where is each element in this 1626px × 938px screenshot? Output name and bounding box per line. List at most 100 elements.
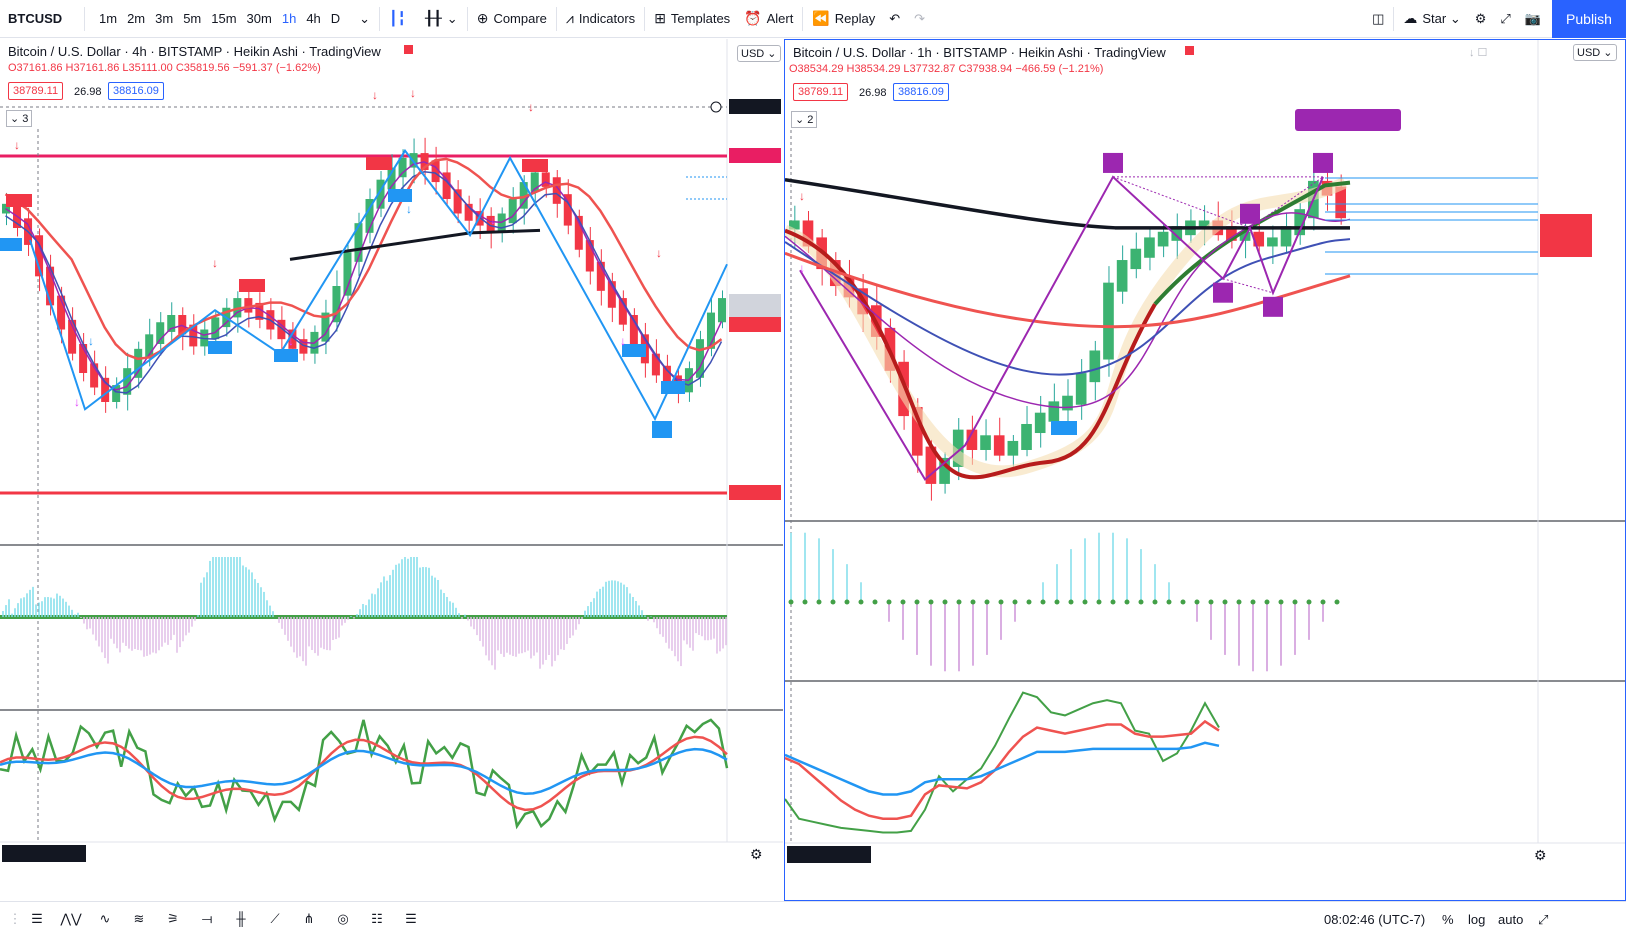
buy-arrow-icon: ↓ xyxy=(88,334,94,348)
percent-toggle[interactable]: % xyxy=(1442,912,1454,927)
buy-price-badge[interactable]: 38816.09 xyxy=(893,83,949,101)
indicators-label: Indicators xyxy=(578,11,636,26)
interval-2m[interactable]: 2m xyxy=(127,11,146,26)
parallel-channel-icon[interactable]: ☰ xyxy=(405,911,417,926)
waves-icon[interactable]: ≋ xyxy=(133,911,145,926)
sell-arrow-icon: ↓ xyxy=(372,88,378,102)
fullscreen-button[interactable]: ⤢ xyxy=(1493,0,1517,38)
pane-controls[interactable]: ↓ ☐ xyxy=(1469,47,1488,59)
interval-1h[interactable]: 1h xyxy=(281,11,297,26)
currency-button[interactable]: USD ⌄ xyxy=(737,45,781,62)
osc-dot xyxy=(942,599,948,605)
interval-3m[interactable]: 3m xyxy=(155,11,174,26)
candle-body xyxy=(1089,350,1101,383)
right-chart-pane[interactable]: ↓ ↓ ⚙ Bitcoin / U.S. Dollar · 1h · BITSTAM… xyxy=(784,39,1626,901)
chart-type-button[interactable]: ┃╏ xyxy=(382,0,418,38)
layout-name-button[interactable]: ☁ Star ⌄ xyxy=(1403,10,1461,26)
left-chart-pane[interactable]: ↓ ↓ ↓ ↓ ↓ ↓ ↓ ↓ ↓ ↓ ↓ ↓ ⚙ Bitcoin / U.S. Dollar · 4h… xyxy=(0,39,783,901)
undo-button[interactable]: ↶ xyxy=(882,0,907,38)
candle-body xyxy=(112,385,121,402)
currency-button[interactable]: USD ⌄ xyxy=(1573,44,1617,61)
interval-30m[interactable]: 30m xyxy=(246,11,272,26)
collapse-indicators-button[interactable]: ⌄ 3 xyxy=(6,110,33,127)
flag-icon[interactable] xyxy=(404,45,413,54)
sell-price-badge[interactable]: 38789.11 xyxy=(793,83,849,101)
candle-body xyxy=(354,223,363,262)
osc-dot xyxy=(1152,599,1158,605)
candle-body xyxy=(453,189,462,214)
close-value: C35819.56 xyxy=(175,62,230,74)
log-toggle[interactable]: log xyxy=(1468,912,1486,927)
fib-fan-icon[interactable]: ⚞ xyxy=(167,911,179,926)
candle-body xyxy=(1280,226,1292,247)
high-value: H38534.29 xyxy=(846,63,901,75)
publish-button[interactable]: Publish xyxy=(1552,0,1626,38)
buy-price-badge[interactable]: 38816.09 xyxy=(108,82,164,100)
interval-15m[interactable]: 15m xyxy=(211,11,237,26)
osc-dot xyxy=(1264,599,1270,605)
spread-value: 26.98 xyxy=(74,86,102,98)
templates-button[interactable]: ⊞ Templates xyxy=(647,0,737,38)
trend-line-icon[interactable]: ⟋ xyxy=(270,911,280,926)
candle-body xyxy=(952,429,964,467)
sell-arrow-icon: ↓ xyxy=(410,86,416,100)
compare-button[interactable]: ⊕ Compare xyxy=(470,0,554,38)
horizontal-ray-icon[interactable]: ⟞ xyxy=(201,911,213,926)
candle-body xyxy=(497,213,506,233)
layout-button[interactable]: ◫ xyxy=(1365,0,1391,38)
candle-body xyxy=(1335,186,1346,219)
sell-price-badge[interactable]: 38789.11 xyxy=(8,82,64,100)
candle-body xyxy=(695,339,704,378)
indicators-button[interactable]: ⩘ Indicators xyxy=(559,0,642,38)
interval-D[interactable]: D xyxy=(330,11,341,26)
interval-5m[interactable]: 5m xyxy=(183,11,202,26)
elliott-wave-icon[interactable]: ∿ xyxy=(99,911,111,926)
candle-body xyxy=(1103,282,1114,360)
flag-icon[interactable] xyxy=(1185,46,1194,55)
interval-4h[interactable]: 4h xyxy=(306,11,321,26)
candle-body xyxy=(255,302,264,320)
redo-button[interactable]: ↷ xyxy=(907,0,932,38)
candle-body xyxy=(939,457,950,484)
fib-retracement-icon[interactable]: ☷ xyxy=(371,911,383,926)
symbol-search[interactable]: BTCUSD xyxy=(8,11,63,26)
close-value: C37938.94 xyxy=(958,63,1013,75)
collapse-indicators-button[interactable]: ⌄ 2 xyxy=(791,111,818,128)
osc-dot xyxy=(998,599,1004,605)
drag-handle-icon[interactable]: ⋮ xyxy=(8,911,22,926)
auto-toggle[interactable]: auto xyxy=(1498,912,1524,927)
candle-body xyxy=(189,324,198,347)
menu-lines-icon[interactable]: ☰ xyxy=(31,911,43,926)
ema-purple-line xyxy=(5,161,723,391)
left-chart-canvas[interactable]: ↓ ↓ ↓ ↓ ↓ ↓ ↓ ↓ ↓ ↓ ↓ ↓ ⚙ xyxy=(0,39,783,901)
candle-body xyxy=(321,312,330,342)
pattern-point-bg xyxy=(1103,152,1123,173)
pattern-point-bg xyxy=(1213,282,1233,303)
right-chart-canvas[interactable]: ↓ ↓ ⚙ xyxy=(785,40,1626,901)
currency-label: USD xyxy=(741,48,765,60)
pattern-xabcd-icon[interactable]: ⋀⋁ xyxy=(60,911,82,926)
clock-readout[interactable]: 08:02:46 (UTC-7) xyxy=(1324,912,1426,927)
long-position-icon[interactable]: ╫ xyxy=(236,911,246,926)
fullscreen-icon[interactable]: ⤢ xyxy=(1538,912,1549,927)
fib-circle-icon[interactable]: ◎ xyxy=(337,911,349,926)
snapshot-button[interactable]: 📷 xyxy=(1518,0,1548,38)
add-alert-icon[interactable] xyxy=(710,101,722,113)
osc-dot xyxy=(1110,599,1116,605)
redo-icon: ↷ xyxy=(914,10,926,26)
candle-type-button[interactable]: ╂╂ ⌄ xyxy=(424,10,458,26)
buy-label-bg xyxy=(274,349,298,362)
candle-body xyxy=(574,215,583,250)
alert-button[interactable]: ⏰ Alert xyxy=(737,0,800,38)
osc-dot xyxy=(1124,599,1130,605)
osc-dot xyxy=(956,599,962,605)
osc-dot xyxy=(1180,599,1186,605)
interval-1m[interactable]: 1m xyxy=(99,11,118,26)
chart-settings-icon[interactable]: ⚙ xyxy=(750,846,763,862)
chart-settings-icon[interactable]: ⚙ xyxy=(1534,847,1547,863)
candle-body xyxy=(596,261,605,291)
interval-dropdown[interactable]: ⌄ xyxy=(359,10,371,26)
replay-button[interactable]: ⏪ Replay xyxy=(805,0,882,38)
settings-button[interactable]: ⚙ xyxy=(1468,0,1494,38)
pitchfork-icon[interactable]: ⋔ xyxy=(303,911,315,926)
